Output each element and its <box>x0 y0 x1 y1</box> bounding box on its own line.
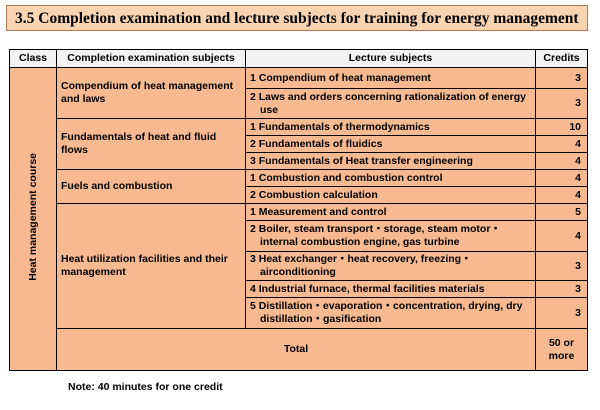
credit-value: 4 <box>535 169 588 187</box>
total-row: Total 50 or more <box>10 328 588 371</box>
exam-subject: Compendium of heat management and laws <box>56 67 246 119</box>
table-row: 3 Fundamentals of Heat transfer engineer… <box>10 152 588 170</box>
header-class: Class <box>9 49 57 68</box>
table-row: 4 Industrial furnace, thermal facilities… <box>10 280 588 298</box>
lecture-subject: 4 Industrial furnace, thermal facilities… <box>245 280 536 298</box>
page-title: 3.5 Completion examination and lecture s… <box>6 5 588 31</box>
class-name: Heat management course <box>26 153 39 281</box>
lecture-subject: 1 Measurement and control <box>245 203 536 221</box>
lecture-subject: 1 Compendium of heat management <box>245 67 536 89</box>
credit-value: 5 <box>535 203 588 221</box>
lecture-subject: 2 Boiler, steam transport・storage, steam… <box>245 220 536 252</box>
credit-value: 10 <box>535 118 588 136</box>
table-row: 2 Boiler, steam transport・storage, steam… <box>10 220 588 252</box>
exam-subject: Fundamentals of heat and fluid flows <box>56 118 246 170</box>
table-row: Fuels and combustion 1 Combustion and co… <box>10 169 588 204</box>
credit-value: 4 <box>535 186 588 204</box>
header-lecture-subjects: Lecture subjects <box>245 49 536 68</box>
table-row: Heat utilization facilities and their ma… <box>10 203 588 329</box>
lecture-subject: 3 Heat exchanger・heat recovery, freezing… <box>245 251 536 281</box>
header-exam-subjects: Completion examination subjects <box>56 49 246 68</box>
table-header-row: Class Completion examination subjects Le… <box>9 49 588 68</box>
exam-subject: Heat utilization facilities and their ma… <box>56 203 246 329</box>
lecture-subject: 1 Combustion and combustion control <box>245 169 536 187</box>
table-row: Fundamentals of heat and fluid flows 1 F… <box>10 118 588 170</box>
table-row: Heat management course Compendium of hea… <box>9 67 588 371</box>
header-credits: Credits <box>535 49 588 68</box>
footnote: Note: 40 minutes for one credit <box>68 381 223 393</box>
lecture-subject: 2 Laws and orders concerning rationaliza… <box>245 88 536 119</box>
lecture-subject: 5 Distillation・evaporation・concentration… <box>245 297 536 329</box>
credit-value: 4 <box>535 152 588 170</box>
credit-value: 4 <box>535 135 588 153</box>
table-row: 5 Distillation・evaporation・concentration… <box>10 297 588 329</box>
credit-value: 3 <box>535 280 588 298</box>
total-credits: 50 or more <box>535 328 588 371</box>
exam-subject: Fuels and combustion <box>56 169 246 204</box>
credit-value: 3 <box>535 67 588 89</box>
credit-value: 4 <box>535 220 588 252</box>
table-row: 2 Combustion calculation 4 <box>10 186 588 204</box>
lecture-subject: 1 Fundamentals of thermodynamics <box>245 118 536 136</box>
lecture-subject: 2 Fundamentals of fluidics <box>245 135 536 153</box>
credit-value: 3 <box>535 88 588 119</box>
table-row: 2 Fundamentals of fluidics 4 <box>10 135 588 153</box>
lecture-subject: 2 Combustion calculation <box>245 186 536 204</box>
class-cell: Heat management course <box>9 67 57 371</box>
lecture-subject: 3 Fundamentals of Heat transfer engineer… <box>245 152 536 170</box>
credit-value: 3 <box>535 251 588 281</box>
subjects-table: Class Completion examination subjects Le… <box>9 49 588 371</box>
credit-value: 3 <box>535 297 588 329</box>
total-label: Total <box>56 328 536 371</box>
table-row: 2 Laws and orders concerning rationaliza… <box>10 88 588 119</box>
